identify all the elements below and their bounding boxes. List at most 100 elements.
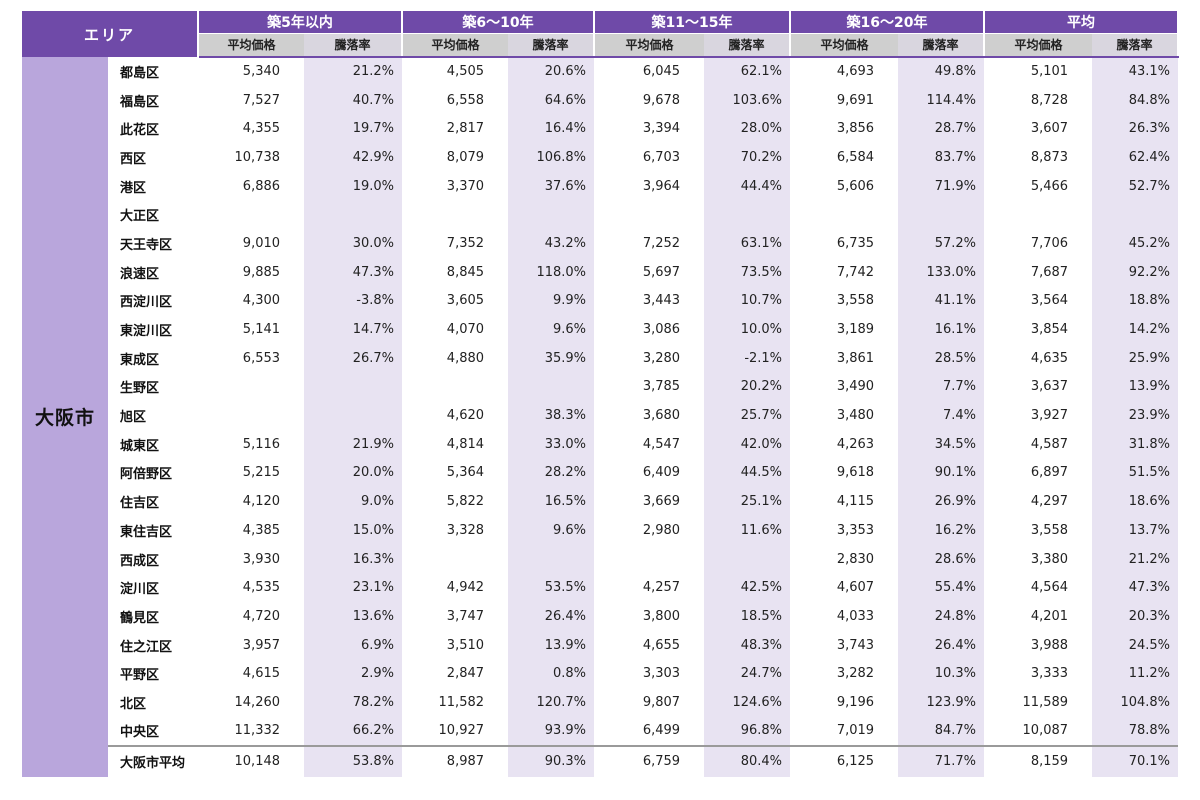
ward-name: 城東区	[108, 429, 199, 459]
price-cell: 5,606	[790, 171, 899, 201]
price-cell: 3,280	[594, 343, 705, 373]
price-cell: 8,873	[984, 143, 1093, 172]
rate-cell: 118.0%	[508, 257, 595, 287]
price-cell: 4,505	[402, 57, 509, 86]
price-cell: 3,558	[790, 286, 899, 316]
header-row-groups: エリア 築5年以内 築6～10年 築11～15年 築16～20年 平均	[22, 11, 1180, 57]
rate-cell	[304, 401, 403, 430]
price-cell: 9,807	[594, 688, 705, 717]
price-table-container: エリア 築5年以内 築6～10年 築11～15年 築16～20年 平均 平均価格…	[22, 11, 1180, 777]
rate-cell: 71.9%	[898, 171, 985, 201]
rate-cell: 25.9%	[1092, 343, 1179, 373]
average-row: 大阪市平均 10,148 53.8% 8,987 90.3% 6,759 80.4% 6,12…	[22, 744, 1179, 777]
rate-cell: 11.6%	[704, 516, 791, 545]
rate-cell: 21.2%	[1092, 544, 1179, 574]
price-cell: 6,409	[594, 458, 705, 488]
ward-name: 都島区	[108, 57, 199, 86]
price-cell: 3,669	[594, 487, 705, 516]
rate-cell: 28.0%	[704, 114, 791, 144]
price-cell: 9,618	[790, 458, 899, 488]
rate-cell: 31.8%	[1092, 429, 1179, 459]
table-row: 旭区 4,620 38.3% 3,680 25.7% 3,480 7.4% 3,927 23.9…	[22, 401, 1179, 430]
price-cell	[790, 200, 899, 230]
price-cell: 4,297	[984, 487, 1093, 516]
subheader-price: 平均価格	[984, 32, 1093, 58]
ward-name: 大正区	[108, 200, 199, 230]
price-cell: 5,141	[198, 315, 305, 344]
price-cell	[198, 401, 305, 430]
rate-cell: 26.4%	[508, 602, 595, 631]
ward-name: 東成区	[108, 343, 199, 373]
subheader-rate: 騰落率	[898, 32, 986, 58]
rate-cell: 44.4%	[704, 171, 791, 201]
rate-cell: 16.3%	[304, 544, 403, 574]
rate-cell: 124.6%	[704, 688, 791, 717]
rate-cell: 9.6%	[508, 516, 595, 545]
price-cell: 3,480	[790, 401, 899, 430]
table-row: 鶴見区 4,720 13.6% 3,747 26.4% 3,800 18.5% 4,033 24…	[22, 602, 1179, 631]
price-cell: 4,115	[790, 487, 899, 516]
ward-name: 住吉区	[108, 487, 199, 516]
rate-cell: 26.3%	[1092, 114, 1179, 144]
rate-cell: 10.7%	[704, 286, 791, 316]
price-cell	[594, 200, 705, 230]
price-cell: 3,856	[790, 114, 899, 144]
rate-cell: 103.6%	[704, 85, 791, 115]
price-cell: 10,927	[402, 716, 509, 746]
price-cell: 5,215	[198, 458, 305, 488]
price-cell	[198, 200, 305, 230]
rate-cell: 66.2%	[304, 716, 403, 746]
rate-cell: 70.2%	[704, 143, 791, 172]
rate-cell: 24.7%	[704, 659, 791, 689]
ward-name: 住之江区	[108, 630, 199, 660]
price-cell: 10,087	[984, 716, 1093, 746]
ward-name: 淀川区	[108, 573, 199, 603]
table-row: 天王寺区 9,010 30.0% 7,352 43.2% 7,252 63.1% 6,735 5…	[22, 229, 1179, 258]
rate-cell: 20.6%	[508, 57, 595, 86]
rate-cell	[508, 200, 595, 230]
price-cell: 6,584	[790, 143, 899, 172]
price-cell: 3,743	[790, 630, 899, 660]
price-cell: 4,385	[198, 516, 305, 545]
rate-cell: 19.7%	[304, 114, 403, 144]
rate-cell	[508, 544, 595, 574]
price-cell: 7,706	[984, 229, 1093, 258]
rate-cell: 7.4%	[898, 401, 985, 430]
price-cell: 2,980	[594, 516, 705, 545]
price-cell: 3,637	[984, 372, 1093, 402]
price-cell: 2,817	[402, 114, 509, 144]
price-cell: 6,886	[198, 171, 305, 201]
price-cell: 11,589	[984, 688, 1093, 717]
price-cell: 5,697	[594, 257, 705, 287]
price-cell: 3,957	[198, 630, 305, 660]
rate-cell: 9.9%	[508, 286, 595, 316]
header-row-subcolumns: 平均価格 騰落率 平均価格 騰落率 平均価格 騰落率 平均価格 騰落率 平均価格…	[22, 32, 1180, 58]
price-cell: 3,086	[594, 315, 705, 344]
subheader-price: 平均価格	[198, 32, 305, 58]
rate-cell: 42.9%	[304, 143, 403, 172]
rate-cell	[1092, 200, 1179, 230]
subheader-price: 平均価格	[790, 32, 899, 58]
rate-cell	[898, 200, 985, 230]
price-cell: 3,988	[984, 630, 1093, 660]
price-cell: 3,490	[790, 372, 899, 402]
price-cell: 4,300	[198, 286, 305, 316]
price-cell: 10,738	[198, 143, 305, 172]
ward-name: 生野区	[108, 372, 199, 402]
rate-cell: 84.7%	[898, 716, 985, 746]
table-row: 西区 10,738 42.9% 8,079 106.8% 6,703 70.2% 6,584 8…	[22, 143, 1179, 172]
ward-name: 西淀川区	[108, 286, 199, 316]
rate-cell: 23.9%	[1092, 401, 1179, 430]
price-cell: 3,680	[594, 401, 705, 430]
price-cell	[984, 200, 1093, 230]
rate-cell: 84.8%	[1092, 85, 1179, 115]
price-cell: 4,880	[402, 343, 509, 373]
rate-cell: 123.9%	[898, 688, 985, 717]
price-table: エリア 築5年以内 築6～10年 築11～15年 築16～20年 平均 平均価格…	[22, 11, 1180, 777]
group-header: 築16～20年	[790, 11, 986, 34]
table-row: 生野区 3,785 20.2% 3,490 7.7% 3,637 13.9%	[22, 372, 1179, 402]
price-cell: 7,252	[594, 229, 705, 258]
table-row: 平野区 4,615 2.9% 2,847 0.8% 3,303 24.7% 3,282 10.3…	[22, 659, 1179, 689]
rate-cell: 24.8%	[898, 602, 985, 631]
price-cell: 3,510	[402, 630, 509, 660]
